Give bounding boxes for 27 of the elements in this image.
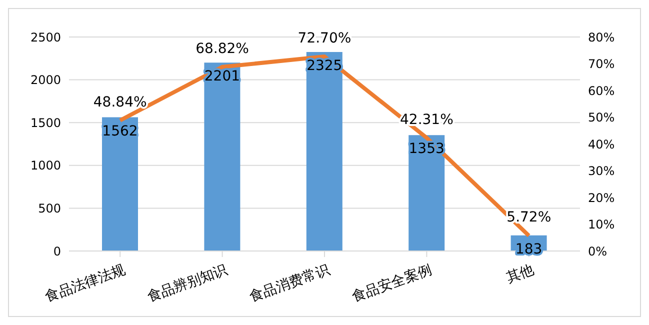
data-label: 48.84% (93, 94, 147, 110)
y2-tick-label: 80% (588, 30, 615, 44)
y2-tick-label: 0% (588, 244, 608, 258)
y2-tick-label: 70% (588, 57, 615, 72)
x-tick-label: 食品辨别知识 (145, 262, 230, 306)
y2-tick-label: 50% (588, 110, 615, 125)
y-tick-label: 2500 (30, 30, 61, 44)
x-tick-label: 其他 (504, 262, 536, 286)
x-tick-label: 食品法律法规 (43, 262, 128, 306)
x-tick-label: 食品消费常识 (247, 262, 332, 306)
data-label: 72.70% (298, 30, 352, 47)
y2-tick-label: 30% (588, 164, 615, 178)
y-tick-label: 2000 (30, 73, 61, 88)
y-tick-label: 0 (53, 244, 61, 258)
bar (204, 62, 240, 251)
y-tick-label: 1500 (30, 116, 61, 130)
x-tick-label: 食品安全案例 (349, 260, 434, 306)
data-label: 2201 (204, 68, 240, 85)
y2-tick-label: 20% (588, 190, 615, 205)
y-tick-label: 1000 (30, 158, 61, 173)
y2-tick-label: 60% (588, 84, 615, 98)
data-label: 68.82% (196, 40, 249, 57)
y-tick-label: 500 (38, 201, 61, 216)
y2-tick-label: 40% (588, 137, 615, 152)
data-label: 1562 (102, 123, 138, 140)
bar (306, 52, 342, 251)
y2-tick-label: 10% (588, 218, 615, 232)
